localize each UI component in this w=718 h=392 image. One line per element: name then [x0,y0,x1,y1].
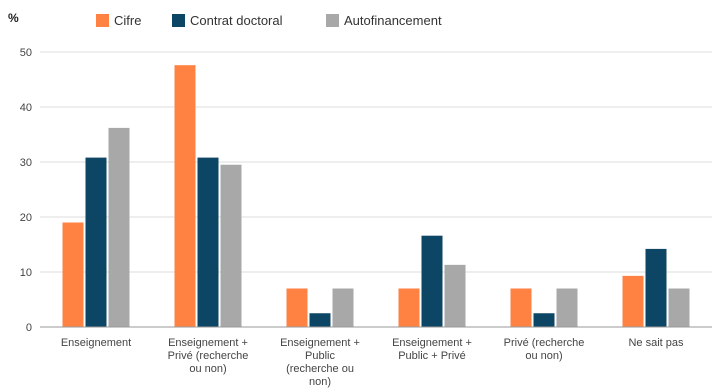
x-category-label-line: ou non) [525,350,562,362]
bar-cifre [398,288,420,327]
x-category-label-line: Public + Privé [398,350,466,362]
x-category-label-line: Enseignement + [168,337,248,349]
x-category-label-line: Public [305,350,335,362]
bar-contrat-doctoral [421,235,443,327]
bar-autofinancement [556,288,578,327]
x-category-label-line: Enseignement [61,337,131,349]
y-tick-label: 10 [20,267,32,279]
x-category-label: Enseignement + Public + Privé [392,337,472,362]
bar-cifre [510,288,532,327]
y-axis-ticks: 0 10 20 30 40 50 [20,47,32,334]
legend: Cifre Contrat doctoral Autofinancement [96,13,442,28]
legend-label: Cifre [114,13,141,28]
y-tick-label: 20 [20,212,32,224]
x-axis-labels: Enseignement Enseignement + Privé (recherc… [61,337,684,388]
x-category-label-line: non) [309,376,331,388]
y-tick-label: 50 [20,47,32,59]
bar-contrat-doctoral [309,313,331,327]
bar-autofinancement [668,288,690,327]
bar-cifre [622,275,644,327]
x-category-label: Ne sait pas [628,337,684,349]
legend-swatch [172,14,185,27]
bar-autofinancement [220,164,242,327]
bar-autofinancement [444,264,466,327]
bar-cifre [174,65,196,327]
legend-label: Contrat doctoral [190,13,283,28]
x-category-label: Enseignement + Public (recherche ou non) [280,337,360,388]
bars [62,65,690,328]
bar-contrat-doctoral [533,313,555,327]
y-tick-label: 0 [26,322,32,334]
legend-swatch [326,14,339,27]
x-category-label-line: (recherche ou [286,363,354,375]
bar-autofinancement [332,288,354,327]
x-category-label: Enseignement + Privé (recherche ou non) [168,337,249,375]
x-category-label-line: Enseignement + [280,337,360,349]
bar-autofinancement [108,127,130,328]
x-category-label-line: Privé (recherche [168,350,249,362]
bar-contrat-doctoral [197,157,219,327]
x-category-label-line: Privé (recherche [504,337,585,349]
legend-swatch [96,14,109,27]
y-axis-unit-label: % [8,11,19,25]
bar-cifre [62,222,84,327]
bar-contrat-doctoral [85,157,107,327]
bar-cifre [286,288,308,327]
x-category-label-line: Ne sait pas [628,337,684,349]
y-tick-label: 40 [20,102,32,114]
x-category-label-line: Enseignement + [392,337,472,349]
legend-label: Autofinancement [344,13,442,28]
gridlines [40,51,712,273]
x-category-label: Privé (recherche ou non) [504,337,585,362]
y-tick-label: 30 [20,157,32,169]
x-category-label: Enseignement [61,337,131,349]
bar-contrat-doctoral [645,248,667,327]
x-category-label-line: ou non) [189,363,226,375]
